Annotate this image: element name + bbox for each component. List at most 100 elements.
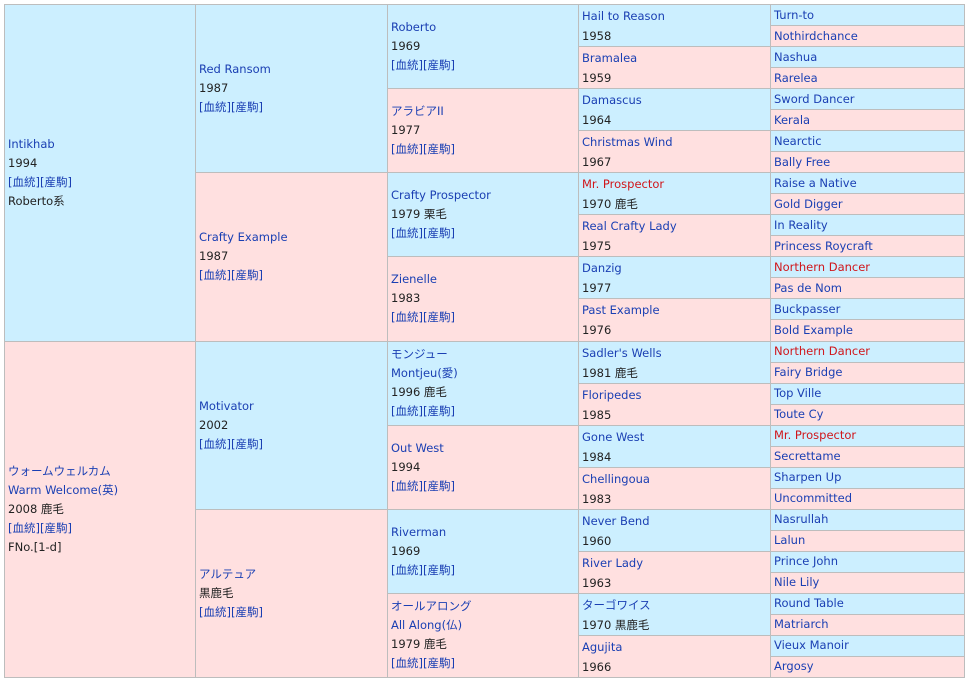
horse-link[interactable]: Nearctic [774,133,822,148]
pedigree-link[interactable]: [血統] [391,58,423,73]
horse-link[interactable]: Gone West [582,429,645,444]
coat-color: 黒鹿毛 [199,585,234,600]
horse-link[interactable]: Real Crafty Lady [582,219,677,234]
progeny-link[interactable]: [産駒] [422,478,455,493]
horse-link[interactable]: Uncommitted [774,491,853,506]
pedigree-link[interactable]: [血統] [199,436,231,451]
horse-link[interactable]: Bold Example [774,322,853,337]
horse-link[interactable]: Rarelea [774,70,818,85]
horse-link[interactable]: Buckpasser [774,301,841,316]
progeny-link[interactable]: [産駒] [422,562,455,577]
progeny-link[interactable]: [産駒] [39,520,72,535]
pedigree-link[interactable]: [血統] [391,404,423,419]
horse-link[interactable]: Past Example [582,303,660,318]
birth-year: 1981 鹿毛 [582,365,638,380]
horse-link-en[interactable]: Montjeu(愛) [391,366,458,381]
horse-link[interactable]: Bally Free [774,154,831,169]
progeny-link[interactable]: [産駒] [422,58,455,73]
horse-link[interactable]: Crafty Prospector [391,188,491,203]
horse-link[interactable]: Christmas Wind [582,135,673,150]
horse-link[interactable]: Sword Dancer [774,91,855,106]
horse-link[interactable]: In Reality [774,217,828,232]
horse-link[interactable]: Pas de Nom [774,280,842,295]
horse-link[interactable]: Princess Roycraft [774,238,873,253]
pedigree-link[interactable]: [血統] [8,520,40,535]
horse-link[interactable]: Bramalea [582,51,638,66]
horse-link[interactable]: Danzig [582,261,622,276]
horse-link[interactable]: Toute Cy [774,407,824,422]
horse-link[interactable]: Northern Dancer [774,259,871,274]
pedigree-link[interactable]: [血統] [199,268,231,283]
horse-link[interactable]: Northern Dancer [774,344,871,359]
horse-link-en[interactable]: All Along(仏) [391,618,463,633]
horse-link[interactable]: Sadler's Wells [582,345,662,360]
horse-link[interactable]: Out West [391,440,444,455]
horse-link[interactable]: Zienelle [391,272,437,287]
horse-link[interactable]: Floripedes [582,387,642,402]
horse-link[interactable]: Matriarch [774,617,829,632]
horse-link[interactable]: Kerala [774,112,811,127]
progeny-link[interactable]: [産駒] [230,268,263,283]
progeny-link[interactable]: [産駒] [230,436,263,451]
horse-link[interactable]: Turn-to [774,7,815,22]
horse-link[interactable]: Crafty Example [199,230,288,245]
horse-link[interactable]: Mr. Prospector [582,177,665,192]
pedigree-link[interactable]: [血統] [391,142,423,157]
horse-link[interactable]: Red Ransom [199,62,271,77]
horse-link[interactable]: アルテュア [199,566,257,581]
horse-link[interactable]: Nasrullah [774,512,829,527]
horse-link[interactable]: Damascus [582,93,642,108]
pedigree-link[interactable]: [血統] [8,174,40,189]
horse-link[interactable]: Riverman [391,524,447,539]
horse-link[interactable]: Raise a Native [774,175,857,190]
horse-link[interactable]: Never Bend [582,513,650,528]
dsd-cell: Out West 1994 [血統][産駒] [387,424,579,510]
horse-link[interactable]: Motivator [199,398,254,413]
horse-link[interactable]: Argosy [774,659,814,674]
horse-link[interactable]: Vieux Manoir [774,638,849,653]
horse-link[interactable]: Mr. Prospector [774,428,857,443]
horse-link-en[interactable]: Warm Welcome(英) [8,482,119,497]
horse-link[interactable]: Hail to Reason [582,9,665,23]
pedigree-link[interactable]: [血統] [199,100,231,115]
horse-link[interactable]: Nashua [774,49,818,64]
horse-link[interactable]: Lalun [774,533,806,548]
progeny-link[interactable]: [産駒] [230,100,263,115]
pedigree-link[interactable]: [血統] [391,562,423,577]
horse-link[interactable]: モンジュー [391,347,448,362]
pedigree-link[interactable]: [血統] [391,656,423,671]
progeny-link[interactable]: [産駒] [422,310,455,325]
pedigree-link[interactable]: [血統] [391,226,423,241]
horse-link[interactable]: オールアロング [391,599,472,614]
pedigree-link[interactable]: [血統] [199,604,231,619]
horse-link[interactable]: Fairy Bridge [774,365,843,380]
horse-link[interactable]: Intikhab [8,136,55,151]
horse-link[interactable]: Gold Digger [774,196,843,211]
horse-link[interactable]: Secrettame [774,449,841,464]
horse-link[interactable]: Round Table [774,596,844,611]
birth-year: 1963 [582,575,612,590]
progeny-link[interactable]: [産駒] [422,656,455,671]
progeny-link[interactable]: [産駒] [422,404,455,419]
horse-link[interactable]: ウォームウェルカム [8,463,111,478]
horse-link[interactable]: Sharpen Up [774,470,842,485]
progeny-link[interactable]: [産駒] [39,174,72,189]
horse-link[interactable]: アラビアII [391,104,444,119]
progeny-link[interactable]: [産駒] [422,142,455,157]
horse-link[interactable]: Nothirdchance [774,28,858,43]
progeny-link[interactable]: [産駒] [230,604,263,619]
birth-year: 1969 [391,543,421,558]
horse-link[interactable]: Nile Lily [774,575,820,590]
horse-link[interactable]: Agujita [582,639,623,654]
horse-link[interactable]: Prince John [774,554,839,569]
progeny-link[interactable]: [産駒] [422,226,455,241]
horse-link[interactable]: Chellingoua [582,471,650,486]
pedigree-link[interactable]: [血統] [391,310,423,325]
horse-link[interactable]: Roberto [391,20,437,35]
birth-year: 1967 [582,155,612,170]
horse-link[interactable]: River Lady [582,555,644,570]
birth-year: 1994 [8,155,38,170]
pedigree-link[interactable]: [血統] [391,478,423,493]
horse-link[interactable]: ターゴワイス [582,597,651,612]
horse-link[interactable]: Top Ville [774,386,822,401]
